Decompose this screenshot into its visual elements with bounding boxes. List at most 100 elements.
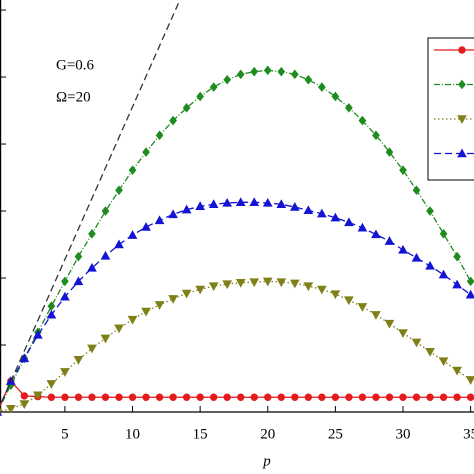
marker: [236, 69, 245, 80]
marker: [155, 393, 164, 401]
marker: [371, 311, 381, 320]
marker: [358, 115, 367, 126]
marker: [209, 82, 218, 92]
marker: [439, 229, 448, 239]
x-tick-label: 35: [463, 426, 474, 442]
marker: [318, 393, 326, 401]
marker: [290, 69, 299, 80]
marker: [33, 329, 43, 339]
marker: [61, 393, 69, 401]
marker: [399, 165, 407, 175]
marker: [330, 290, 341, 300]
marker: [262, 277, 273, 287]
marker: [19, 353, 30, 363]
marker: [88, 229, 96, 239]
marker: [222, 280, 233, 290]
marker: [345, 393, 353, 401]
marker: [101, 393, 110, 401]
marker: [453, 393, 461, 401]
marker: [88, 393, 96, 401]
marker: [399, 393, 407, 401]
marker: [304, 393, 313, 401]
marker: [169, 393, 177, 401]
marker: [114, 324, 124, 334]
marker: [277, 66, 286, 77]
marker: [289, 201, 300, 211]
marker: [33, 391, 43, 401]
marker: [115, 393, 123, 401]
marker: [317, 285, 327, 295]
marker: [195, 201, 205, 211]
marker: [74, 251, 83, 262]
marker: [384, 236, 395, 245]
marker: [277, 393, 285, 401]
series-line: [0, 69, 472, 409]
marker: [465, 376, 474, 385]
marker: [196, 393, 204, 401]
marker: [74, 393, 83, 401]
marker: [466, 276, 474, 287]
marker: [235, 197, 246, 207]
marker: [263, 65, 272, 76]
marker: [385, 147, 394, 157]
marker: [195, 285, 205, 295]
marker: [142, 147, 150, 157]
x-tick-label: 15: [193, 426, 208, 442]
marker: [73, 356, 84, 365]
marker: [155, 130, 164, 141]
marker: [196, 91, 204, 102]
marker: [358, 393, 367, 401]
marker: [344, 296, 354, 306]
marker: [249, 197, 260, 207]
marker: [411, 338, 422, 348]
marker: [372, 130, 380, 141]
marker: [100, 334, 111, 344]
marker: [262, 197, 273, 207]
x-tick-label: 10: [125, 426, 140, 442]
marker: [141, 307, 151, 317]
annotation: Ω=20: [56, 89, 91, 105]
marker: [438, 357, 449, 367]
marker: [425, 348, 435, 357]
marker: [331, 91, 340, 102]
marker: [384, 319, 395, 329]
legend-marker: [457, 115, 467, 125]
marker: [128, 393, 137, 401]
marker: [289, 279, 300, 289]
annotation: G=0.6: [56, 57, 95, 73]
marker: [249, 278, 260, 288]
marker: [412, 185, 421, 196]
marker: [208, 282, 219, 292]
marker: [47, 393, 56, 401]
marker: [452, 366, 462, 376]
marker: [385, 393, 394, 401]
marker: [223, 393, 231, 401]
marker: [237, 393, 245, 401]
marker: [60, 291, 70, 301]
x-tick-label: 25: [328, 426, 343, 442]
marker: [223, 74, 232, 85]
marker: [438, 269, 449, 279]
marker: [61, 276, 69, 287]
series-line: [0, 0, 181, 408]
marker: [452, 279, 462, 289]
marker: [127, 315, 138, 325]
marker: [372, 393, 380, 401]
marker: [181, 289, 192, 299]
x-axis-label: p: [262, 453, 271, 469]
marker: [357, 222, 368, 232]
marker: [250, 393, 258, 401]
marker: [114, 239, 124, 249]
marker: [222, 197, 233, 207]
x-tick-label: 30: [396, 426, 411, 442]
marker: [100, 250, 111, 260]
series-line: [0, 201, 472, 408]
marker: [264, 393, 272, 401]
marker: [235, 279, 246, 288]
marker: [73, 276, 84, 286]
marker: [331, 393, 340, 401]
marker: [330, 212, 341, 222]
plot-area: [0, 0, 474, 416]
marker: [317, 208, 327, 218]
